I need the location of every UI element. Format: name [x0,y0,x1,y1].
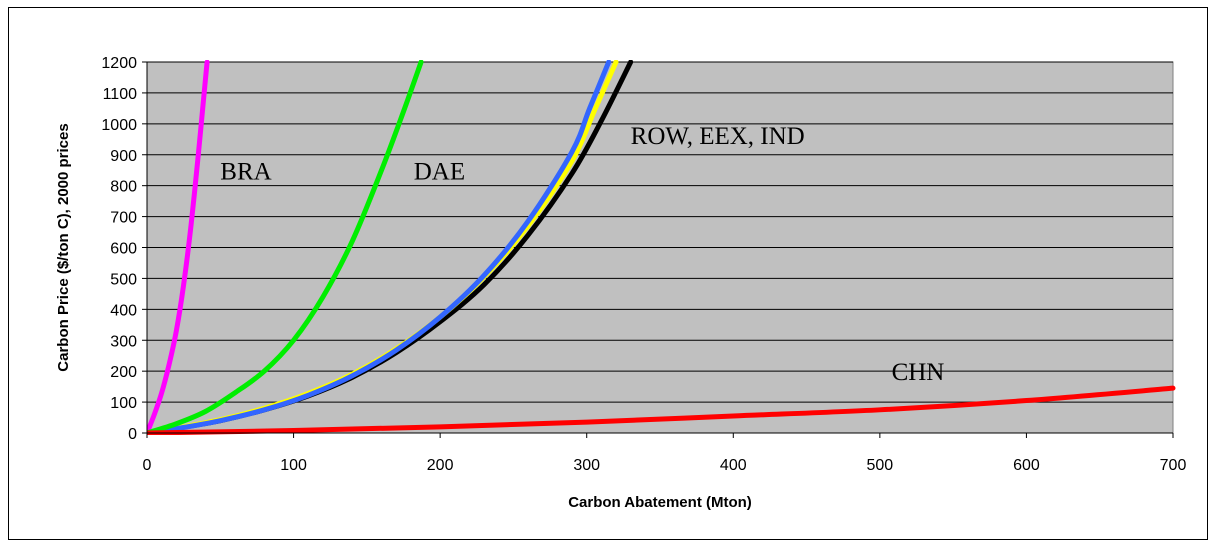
y-tick-label: 300 [110,333,137,350]
x-tick-label: 100 [280,457,307,474]
y-tick-label: 1200 [101,55,137,72]
axes [142,61,1174,438]
series-line-5 [147,385,1176,435]
x-tick-label: 300 [573,457,600,474]
series-annotation: CHN [892,359,945,386]
y-tick-label: 0 [128,426,137,443]
x-tick-label: 0 [143,457,152,474]
x-tick-labels: 0 100 200 300 400 500 600 700 [143,457,1187,474]
y-tick-label: 1100 [103,86,138,103]
x-tick-label: 500 [867,457,894,474]
series-annotation: ROW, EEX, IND [631,123,805,150]
annotations: BRA DAE ROW, EEX, IND CHN [220,123,944,386]
y-tick-label: 800 [110,179,137,196]
y-tick-labels: 0 100 200 300 400 500 600 700 800 900 1000 1100 1200 [101,55,137,443]
y-axis-title: Carbon Price ($/ton C), 2000 prices [55,123,72,371]
y-tick-label: 900 [110,148,137,165]
series-annotation: BRA [220,158,271,185]
series-line-4 [147,60,424,435]
y-tick-label: 700 [110,210,137,227]
y-tick-label: 100 [110,395,137,412]
series-annotation: DAE [414,158,465,185]
x-tick-label: 600 [1013,457,1040,474]
series-line-3 [147,60,210,435]
y-tick-label: 200 [110,364,137,381]
y-tick-label: 600 [110,241,137,258]
x-tick-label: 400 [720,457,747,474]
series-group [147,60,1176,435]
y-tick-label: 1000 [101,117,137,134]
x-tick-label: 200 [427,457,454,474]
y-tick-label: 400 [110,302,137,319]
y-tick-label: 500 [110,271,137,288]
x-axis-title: Carbon Abatement (Mton) [568,494,752,511]
series-line-2 [147,60,612,435]
x-tick-label: 700 [1160,457,1187,474]
gridlines [147,61,1173,403]
